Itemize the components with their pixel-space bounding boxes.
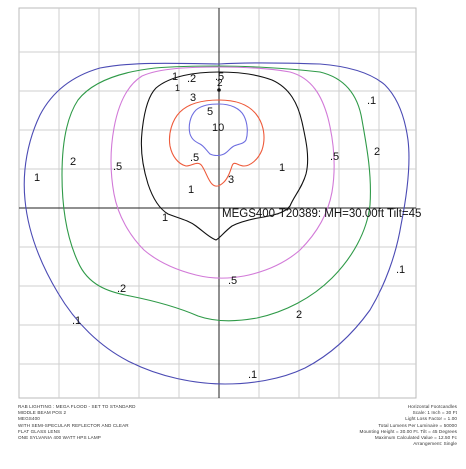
photometric-plot: .1 1 .1 .1 .1 .2 2 2 .2 2 .5 .5 .5 .5 1 … bbox=[18, 7, 421, 399]
label-blue-outer-right: .1 bbox=[396, 264, 405, 276]
isofootcandle-contours bbox=[23, 62, 410, 385]
label-black-right: 1 bbox=[279, 162, 285, 174]
info-line: ONE SYLVANIA 400 WATT HPS LAMP bbox=[18, 435, 101, 441]
center-marker-label: 2 bbox=[217, 78, 223, 89]
info-line: MIDDLE BEAM POS 2 bbox=[18, 410, 67, 416]
label-magenta-bottom: .5 bbox=[228, 275, 237, 287]
info-line: Light Loss Factor = 1.00 bbox=[405, 416, 457, 422]
label-magenta-top: .5 bbox=[215, 71, 224, 83]
plot-border bbox=[18, 7, 417, 399]
info-line: Arrangement: Single bbox=[413, 441, 457, 447]
contour-0.5 bbox=[110, 66, 335, 279]
info-line: MEGS400 bbox=[18, 416, 40, 422]
grid bbox=[18, 7, 417, 399]
label-green-top: .2 bbox=[187, 73, 196, 85]
label-blue-outer-bottom-left: .1 bbox=[72, 315, 81, 327]
info-line: Mounting Height = 30.00 Ft. Tilt = 45 De… bbox=[359, 428, 457, 434]
info-line: WITH SEMI-SPECULAR REFLECTOR AND CLEAR bbox=[18, 422, 129, 428]
info-line: Scale: 1 Inch = 30 Ft bbox=[412, 410, 457, 416]
info-line: Total Lumens Per Luminaire = 50000 bbox=[378, 422, 457, 428]
luminaire-marker: 2 bbox=[217, 78, 223, 92]
label-red-bottom: 3 bbox=[228, 174, 234, 186]
info-line: RAB LIGHTING : MEGA FLOOD - SET TO STAND… bbox=[18, 404, 136, 409]
label-black-top-small: 1 bbox=[175, 83, 180, 93]
label-green-bottom: 2 bbox=[296, 309, 302, 321]
label-blue-inner-center: 10 bbox=[212, 122, 224, 134]
plot-title: MEGS400-T20389: MH=30.00ft Tilt=45 bbox=[222, 208, 421, 220]
label-red-left: .5 bbox=[190, 152, 199, 164]
label-blue-outer-left: 1 bbox=[34, 172, 40, 184]
contour-labels: .1 1 .1 .1 .1 .2 2 2 .2 2 .5 .5 .5 .5 1 … bbox=[34, 71, 405, 381]
label-magenta-left: .5 bbox=[113, 161, 122, 173]
label-green-bottom-left: .2 bbox=[117, 283, 126, 295]
center-axes bbox=[19, 8, 416, 398]
contour-0.1 bbox=[23, 62, 410, 385]
label-black-left: 1 bbox=[188, 184, 194, 196]
info-line: Horizontal Footcandles bbox=[407, 404, 457, 409]
contour-0.2 bbox=[61, 65, 371, 322]
label-red-top: 3 bbox=[190, 92, 196, 104]
contour-1 bbox=[140, 71, 309, 241]
label-green-right: 2 bbox=[374, 146, 380, 158]
contour-3 bbox=[168, 99, 265, 187]
label-black-bottom: 1 bbox=[162, 212, 168, 224]
info-line: Maximum Calculated Value = 12.50 Fc bbox=[374, 435, 457, 441]
label-blue-outer-bottom: .1 bbox=[248, 369, 257, 381]
label-black-top: 1 bbox=[172, 71, 178, 83]
label-blue-inner-top: 5 bbox=[207, 106, 213, 118]
contour-5 bbox=[188, 103, 248, 157]
calculation-parameters: Horizontal Footcandles Scale: 1 Inch = 3… bbox=[360, 404, 457, 447]
luminaire-description: RAB LIGHTING : MEGA FLOOD - SET TO STAND… bbox=[18, 404, 136, 441]
info-line: FLAT GLASS LENS bbox=[18, 428, 61, 434]
label-green-left: 2 bbox=[70, 156, 76, 168]
label-blue-outer-top: .1 bbox=[367, 95, 376, 107]
label-magenta-right: .5 bbox=[330, 151, 339, 163]
